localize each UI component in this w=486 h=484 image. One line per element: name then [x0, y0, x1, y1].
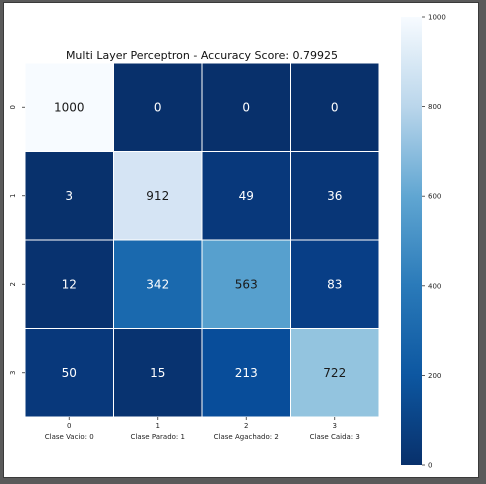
- heatmap-cell: [113, 62, 203, 152]
- y-axis-ticks: 0 1 2 3: [9, 105, 25, 375]
- heatmap-cell: [201, 62, 291, 152]
- heatmap-cell: [24, 151, 114, 241]
- cell-value-label: 0: [331, 100, 339, 114]
- heatmap-cell: [24, 62, 114, 152]
- heatmap-cells: 1000 0 0 0 3 912 49 36 12 342 563 83 50 15 213 722: [24, 62, 380, 418]
- colorbar: [401, 17, 422, 465]
- colorbar-ticks: 0 200 400 600 800 1000: [422, 14, 446, 470]
- x-class-label: Clase Parado: 1: [131, 433, 185, 441]
- chart-title: Multi Layer Perceptron - Accuracy Score:…: [66, 49, 338, 62]
- cell-value-label: 49: [239, 189, 254, 203]
- heatmap-cell: [290, 62, 380, 152]
- cell-value-label: 3: [65, 189, 73, 203]
- colorbar-tick-label: 400: [428, 282, 441, 290]
- colorbar-tick-label: 800: [428, 103, 441, 111]
- colorbar-tick-label: 200: [428, 372, 441, 380]
- colorbar-tick-label: 1000: [428, 14, 446, 22]
- cell-value-label: 912: [146, 189, 169, 203]
- colorbar-tick-label: 0: [428, 462, 432, 470]
- x-tick-label: 2: [244, 422, 248, 430]
- colorbar-tick-label: 600: [428, 193, 441, 201]
- cell-value-label: 342: [146, 277, 169, 291]
- cell-value-label: 50: [62, 366, 77, 380]
- cell-value-label: 83: [327, 277, 342, 291]
- heatmap-cell: [201, 328, 291, 418]
- heatmap-cell: [290, 239, 380, 329]
- x-class-label: Clase Vacio: 0: [45, 433, 94, 441]
- x-axis-ticks: 0 Clase Vacio: 0 1 Clase Parado: 1 2 Clase Ag…: [45, 417, 360, 441]
- y-tick-label: 2: [9, 282, 17, 286]
- x-tick-label: 3: [333, 422, 337, 430]
- heatmap-cell: [113, 328, 203, 418]
- x-class-label: Clase Agachado: 2: [214, 433, 279, 441]
- heatmap-cell: [201, 239, 291, 329]
- cell-value-label: 36: [327, 189, 342, 203]
- cell-value-label: 0: [154, 100, 162, 114]
- y-tick-label: 0: [9, 105, 17, 109]
- cell-value-label: 213: [235, 366, 258, 380]
- cell-value-label: 15: [150, 366, 165, 380]
- cell-value-label: 563: [235, 277, 258, 291]
- heatmap-cell: [24, 239, 114, 329]
- y-tick-label: 1: [9, 194, 17, 198]
- heatmap-cell: [24, 328, 114, 418]
- cell-value-label: 12: [62, 277, 77, 291]
- cell-value-label: 722: [323, 366, 346, 380]
- heatmap-cell: [290, 328, 380, 418]
- cell-value-label: 1000: [54, 100, 85, 114]
- x-tick-label: 0: [67, 422, 71, 430]
- x-class-label: Clase Caida: 3: [310, 433, 360, 441]
- y-tick-label: 3: [9, 371, 17, 375]
- cell-value-label: 0: [242, 100, 250, 114]
- heatmap-cell: [201, 151, 291, 241]
- x-tick-label: 1: [156, 422, 160, 430]
